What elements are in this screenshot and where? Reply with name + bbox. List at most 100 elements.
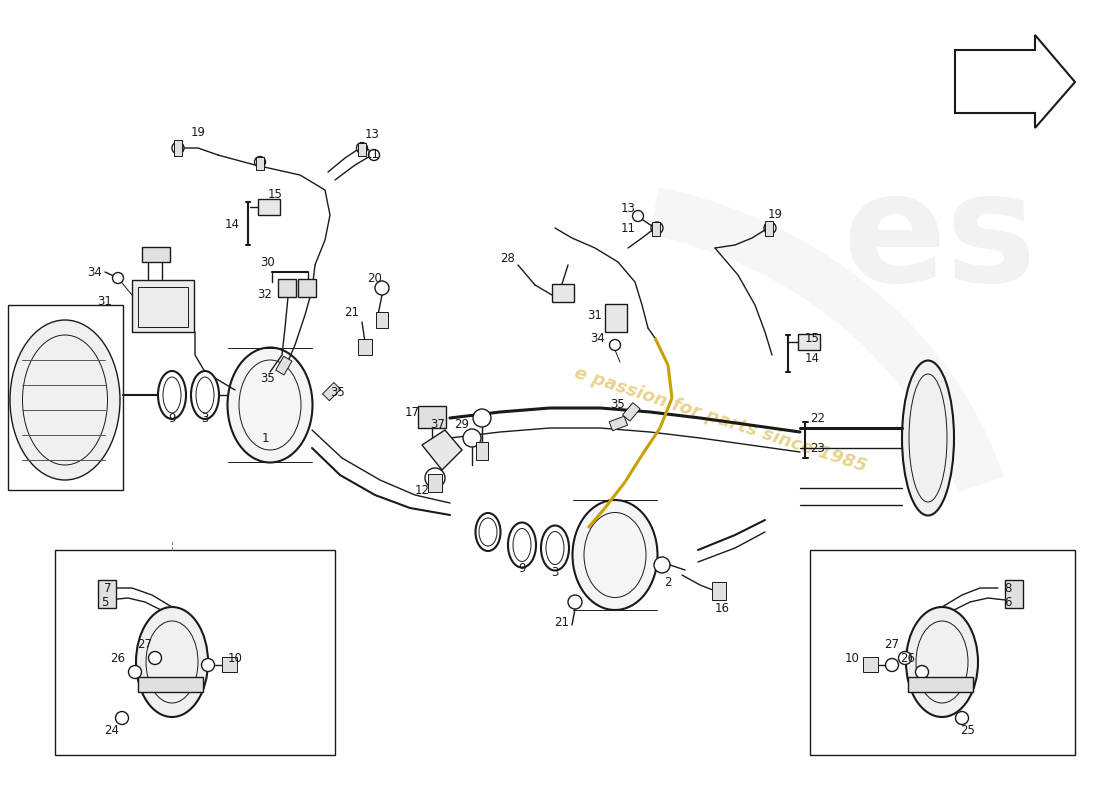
- Text: 26: 26: [110, 651, 125, 665]
- Text: 11: 11: [620, 222, 636, 234]
- Text: 1: 1: [262, 431, 268, 445]
- Bar: [138, 677, 204, 692]
- Ellipse shape: [478, 518, 497, 546]
- Text: 35: 35: [261, 371, 275, 385]
- Circle shape: [463, 429, 481, 447]
- Text: 17: 17: [405, 406, 419, 418]
- Ellipse shape: [191, 371, 219, 419]
- Ellipse shape: [163, 377, 182, 413]
- Bar: [174, 140, 182, 156]
- Bar: [138, 287, 188, 327]
- Circle shape: [254, 157, 265, 167]
- Bar: [8, 305, 123, 490]
- Text: 32: 32: [257, 289, 273, 302]
- Circle shape: [915, 666, 928, 678]
- Text: 8: 8: [1004, 582, 1012, 594]
- Bar: [712, 582, 726, 600]
- Polygon shape: [609, 416, 627, 430]
- Text: 6: 6: [1004, 595, 1012, 609]
- Circle shape: [129, 666, 142, 678]
- Ellipse shape: [546, 531, 564, 565]
- Polygon shape: [623, 402, 640, 421]
- Circle shape: [886, 658, 899, 671]
- Text: 22: 22: [811, 411, 825, 425]
- Circle shape: [375, 281, 389, 295]
- Text: 10: 10: [845, 651, 859, 665]
- Text: 13: 13: [364, 129, 380, 142]
- Ellipse shape: [909, 374, 947, 502]
- Ellipse shape: [902, 361, 954, 515]
- Bar: [98, 580, 116, 608]
- Text: 15: 15: [267, 189, 283, 202]
- Circle shape: [148, 651, 162, 665]
- Ellipse shape: [584, 513, 646, 598]
- Bar: [428, 474, 442, 492]
- Text: 19: 19: [190, 126, 206, 138]
- Bar: [652, 222, 660, 236]
- Polygon shape: [422, 430, 462, 470]
- Text: 7: 7: [104, 582, 112, 594]
- Bar: [132, 280, 194, 332]
- Text: 27: 27: [138, 638, 153, 651]
- Text: 34: 34: [591, 331, 605, 345]
- Bar: [55, 550, 336, 755]
- Text: 31: 31: [98, 295, 112, 309]
- Ellipse shape: [239, 360, 301, 450]
- Ellipse shape: [475, 513, 500, 551]
- Bar: [764, 221, 773, 236]
- Bar: [864, 657, 878, 672]
- Ellipse shape: [158, 371, 186, 419]
- Bar: [256, 157, 264, 170]
- Text: 14: 14: [224, 218, 240, 231]
- Ellipse shape: [10, 320, 120, 480]
- Bar: [552, 284, 574, 302]
- Ellipse shape: [572, 500, 658, 610]
- Text: 9: 9: [168, 411, 176, 425]
- Circle shape: [609, 339, 620, 350]
- Ellipse shape: [916, 621, 968, 703]
- Text: 35: 35: [610, 398, 626, 411]
- Bar: [908, 677, 974, 692]
- Ellipse shape: [196, 377, 214, 413]
- Ellipse shape: [228, 347, 312, 462]
- Text: e passion for parts since 1985: e passion for parts since 1985: [572, 364, 869, 476]
- Circle shape: [899, 651, 912, 665]
- Text: 2: 2: [664, 575, 672, 589]
- Text: 11: 11: [364, 149, 380, 162]
- Text: 12: 12: [415, 483, 429, 497]
- Text: 19: 19: [768, 209, 782, 222]
- Bar: [358, 143, 366, 156]
- Polygon shape: [955, 35, 1075, 128]
- Text: 23: 23: [811, 442, 825, 454]
- Text: 20: 20: [367, 271, 383, 285]
- Text: 28: 28: [500, 251, 516, 265]
- Bar: [142, 247, 170, 262]
- Text: 3: 3: [201, 411, 209, 425]
- Text: 34: 34: [88, 266, 102, 278]
- Circle shape: [764, 222, 776, 234]
- Ellipse shape: [541, 526, 569, 570]
- Text: 13: 13: [620, 202, 636, 214]
- Bar: [1005, 580, 1023, 608]
- Text: 27: 27: [884, 638, 900, 651]
- Bar: [222, 657, 236, 672]
- Circle shape: [356, 142, 367, 154]
- Text: 25: 25: [960, 723, 976, 737]
- Text: 35: 35: [331, 386, 345, 398]
- Circle shape: [956, 711, 968, 725]
- Polygon shape: [276, 356, 292, 375]
- Circle shape: [368, 150, 379, 161]
- Bar: [810, 550, 1075, 755]
- Text: 21: 21: [344, 306, 360, 318]
- Bar: [605, 304, 627, 332]
- Ellipse shape: [22, 335, 108, 465]
- Bar: [476, 442, 488, 460]
- Text: 14: 14: [804, 351, 820, 365]
- Circle shape: [112, 273, 123, 283]
- Circle shape: [632, 210, 644, 222]
- Text: 10: 10: [228, 651, 242, 665]
- Ellipse shape: [513, 529, 531, 562]
- Ellipse shape: [508, 522, 536, 567]
- Bar: [376, 312, 388, 328]
- Ellipse shape: [906, 607, 978, 717]
